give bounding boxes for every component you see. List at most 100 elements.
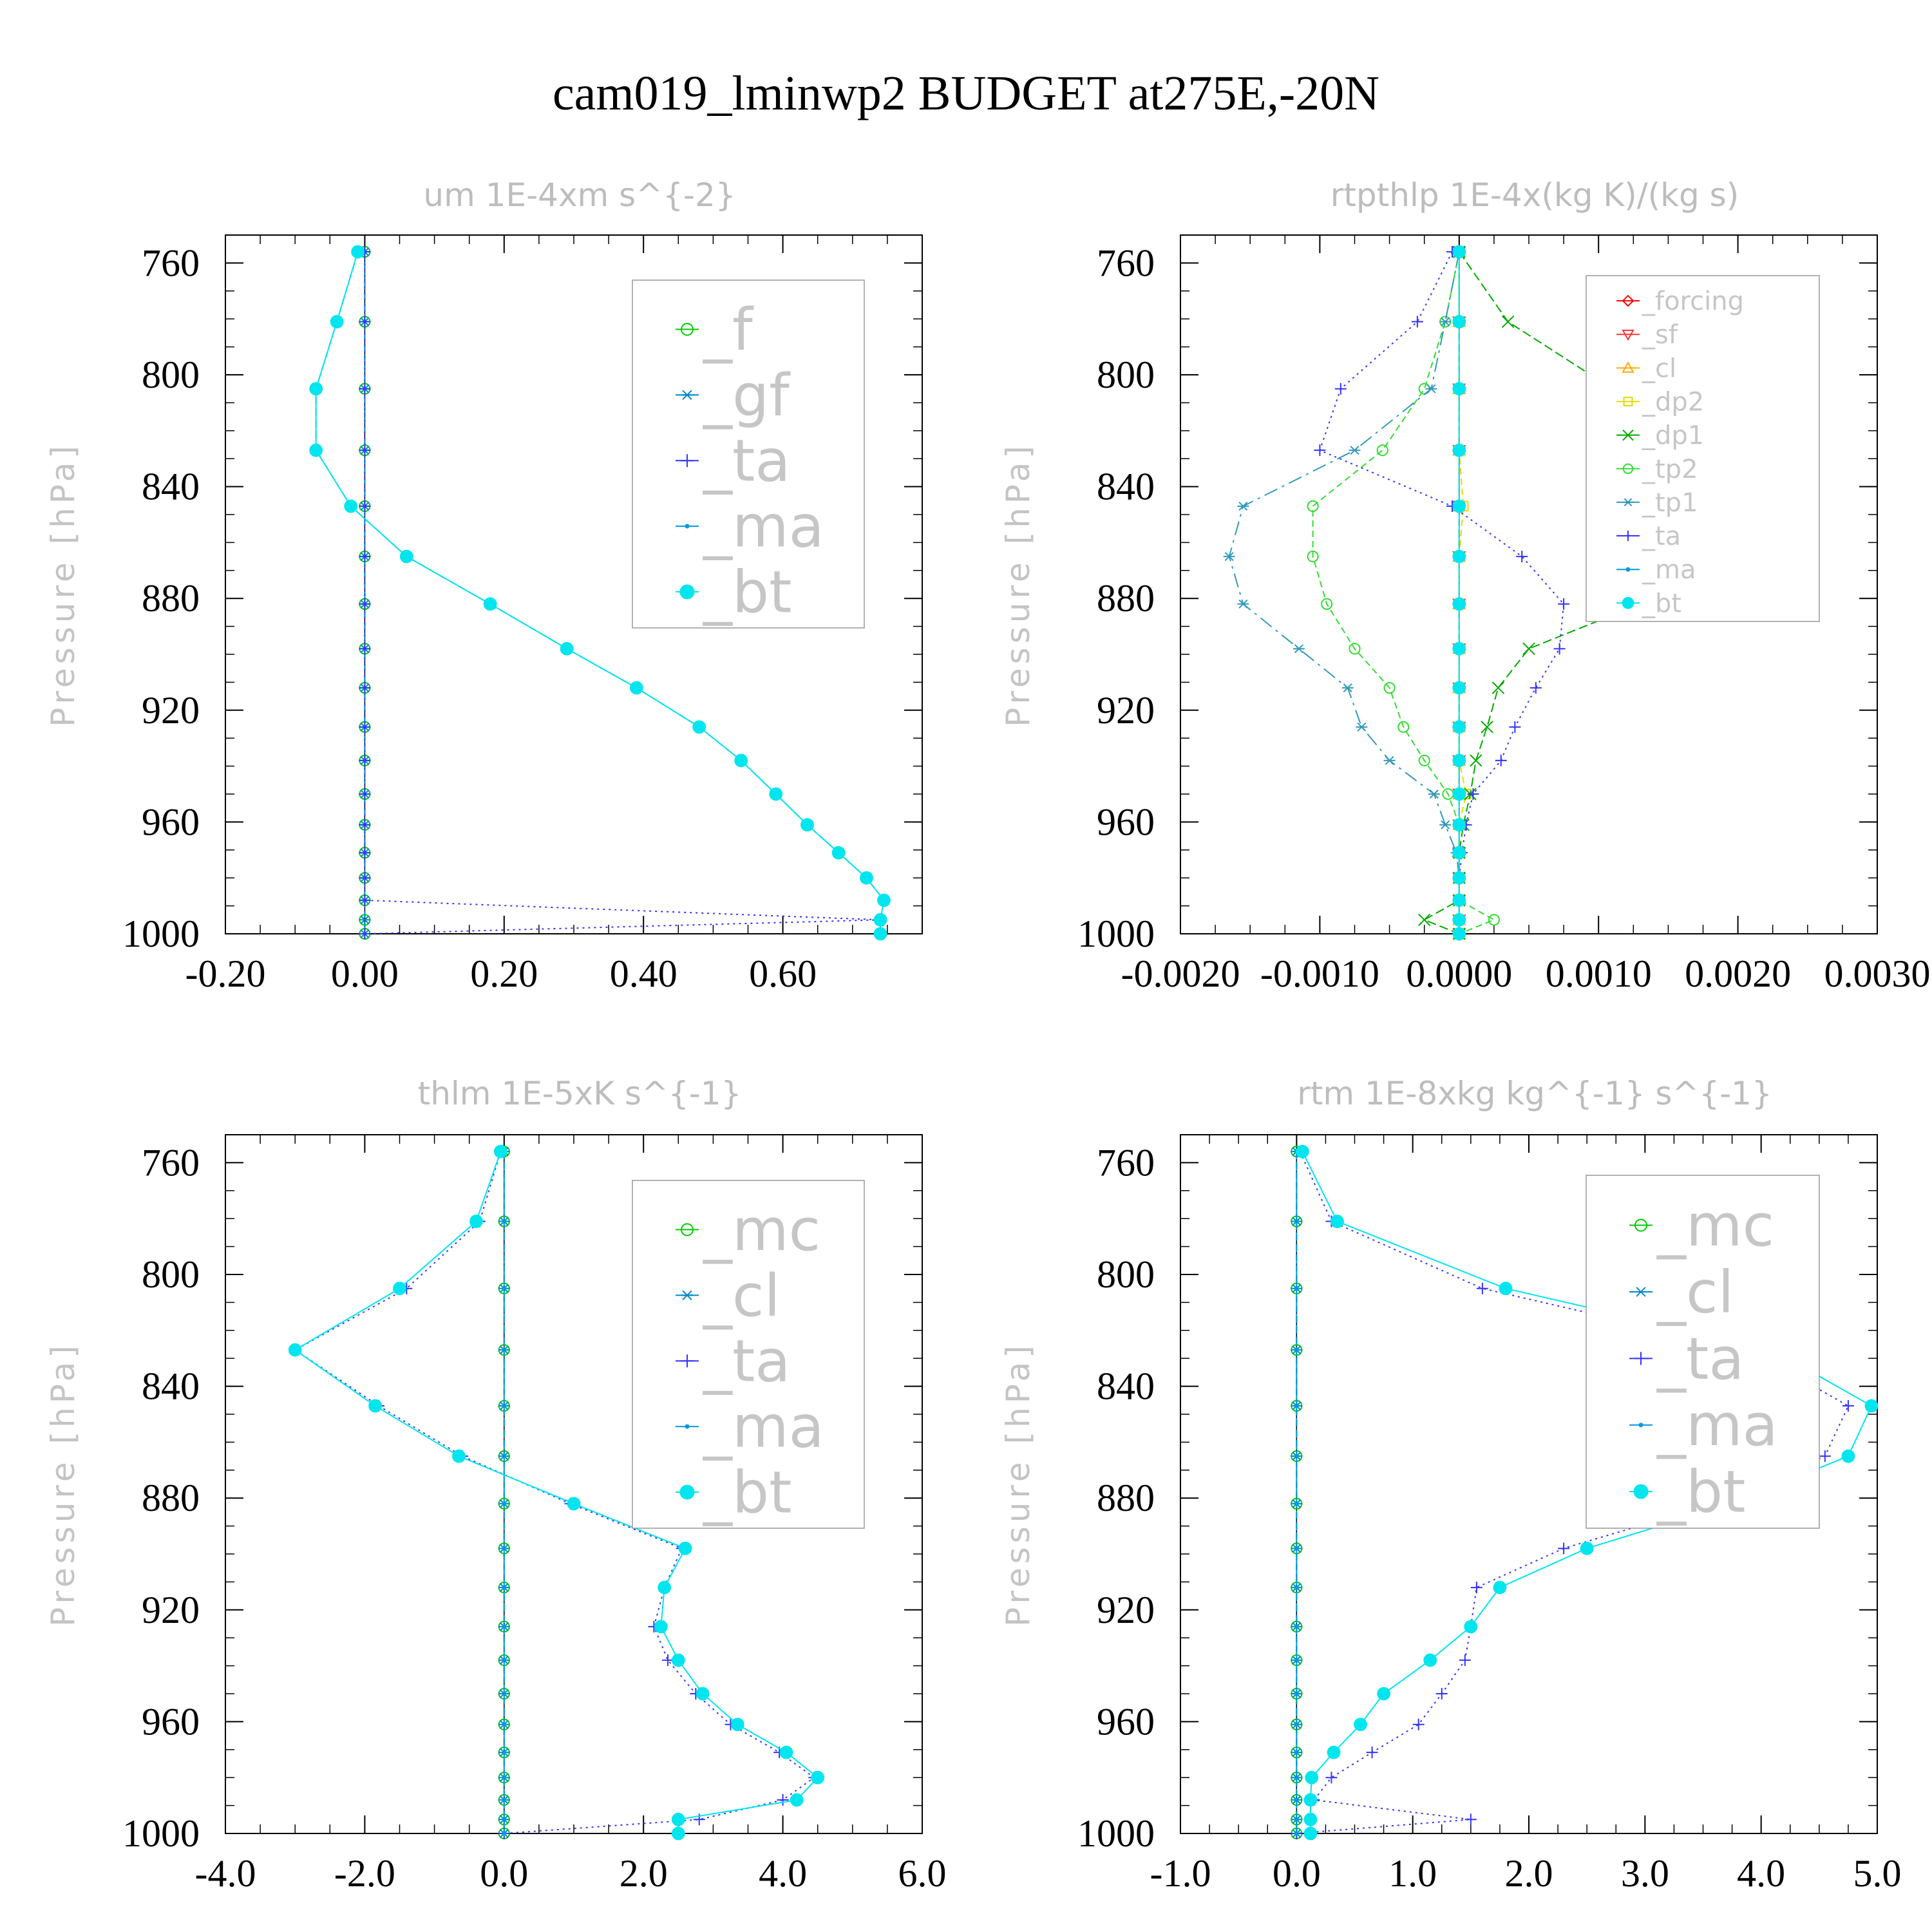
- filled-circle-marker: [1452, 499, 1466, 513]
- dot-marker: [1294, 1691, 1299, 1696]
- filled-circle-marker: [309, 382, 323, 396]
- dot-marker: [1294, 1347, 1299, 1352]
- plus-marker: [1558, 1542, 1570, 1555]
- x-tick-label: 5.0: [1853, 1852, 1902, 1895]
- legend-label: _ta: [703, 428, 790, 495]
- dot-marker: [502, 1722, 507, 1727]
- dot-marker: [502, 1286, 507, 1291]
- dot-marker: [502, 1501, 507, 1506]
- y-tick-label: 800: [1097, 354, 1155, 396]
- plus-marker: [681, 454, 694, 468]
- filled-circle-marker: [671, 1826, 685, 1841]
- dot-marker: [502, 1219, 507, 1224]
- legend-label: _cl: [1642, 354, 1676, 383]
- legend-box: [632, 1180, 865, 1529]
- square-marker: [1623, 397, 1633, 406]
- dot-marker: [1294, 1797, 1299, 1803]
- filled-circle-marker: [1452, 641, 1466, 656]
- plus-marker: [359, 872, 371, 884]
- series-line: [1312, 251, 1496, 934]
- plus-marker: [1530, 682, 1542, 694]
- x-tick-label: 4.0: [759, 1852, 807, 1895]
- circle-marker: [1418, 754, 1430, 767]
- x-tick-label: -4.0: [195, 1852, 256, 1895]
- filled-circle-marker: [860, 871, 873, 885]
- x-tick-label: 2.0: [1505, 1852, 1553, 1895]
- dot-marker: [1638, 1423, 1643, 1428]
- dot-marker: [1294, 1219, 1299, 1224]
- panel-title: um 1E-4xm s^{-2}: [423, 176, 735, 214]
- dot-marker: [685, 524, 690, 529]
- star-marker: [681, 390, 694, 401]
- dot-marker: [502, 1546, 507, 1551]
- plus-marker: [1634, 1352, 1647, 1365]
- x-marker: [1481, 721, 1493, 734]
- filled-circle-marker: [671, 1812, 685, 1826]
- filled-circle-marker: [469, 1215, 483, 1228]
- filled-circle-marker: [679, 1484, 695, 1500]
- filled-circle-marker: [1452, 245, 1466, 259]
- legend-label: _ma: [1656, 1392, 1778, 1459]
- panel-title: thlm 1E-5xK s^{-1}: [418, 1075, 742, 1112]
- filled-circle-marker: [1452, 443, 1466, 457]
- dot-marker: [1294, 1817, 1299, 1822]
- filled-circle-marker: [483, 597, 497, 611]
- circle-marker: [1383, 681, 1396, 694]
- star-marker: [1341, 683, 1354, 693]
- plus-marker: [1470, 1582, 1482, 1594]
- star-marker: [1349, 446, 1361, 455]
- plus-marker: [359, 383, 371, 395]
- star-marker: [359, 915, 371, 925]
- legend-label: _forcing: [1642, 287, 1744, 316]
- legend-label: _cl: [1656, 1258, 1734, 1326]
- legend-label: _bt: [1642, 589, 1681, 618]
- dot-marker: [1625, 567, 1631, 572]
- legend-label: _bt: [703, 558, 791, 626]
- dot-marker: [502, 1817, 507, 1822]
- y-tick-label: 1000: [1077, 913, 1155, 955]
- x-tick-label: -2.0: [334, 1852, 395, 1895]
- filled-circle-marker: [831, 846, 846, 860]
- filled-circle-marker: [873, 927, 887, 941]
- plus-marker: [1558, 598, 1570, 610]
- filled-circle-marker: [1452, 549, 1466, 564]
- x-tick-label: 4.0: [1737, 1852, 1785, 1895]
- plus-marker: [359, 788, 371, 800]
- legend-box: [632, 279, 865, 629]
- x-tick-label: 2.0: [620, 1852, 668, 1895]
- dot-marker: [1294, 1658, 1299, 1663]
- dot-marker: [502, 1797, 507, 1803]
- filled-circle-marker: [1452, 846, 1466, 860]
- filled-circle-marker: [1295, 1144, 1309, 1159]
- panel-title: rtm 1E-8xkg kg^{-1} s^{-1}: [1297, 1075, 1772, 1112]
- circle-marker: [1349, 643, 1361, 655]
- filled-circle-marker: [730, 1718, 744, 1732]
- plus-marker: [359, 682, 371, 694]
- x-tick-label: 0.0030: [1824, 952, 1931, 995]
- filled-circle-marker: [1303, 1812, 1318, 1826]
- y-tick-label: 880: [142, 577, 200, 620]
- filled-circle-marker: [1580, 1541, 1594, 1555]
- plus-marker: [359, 894, 371, 906]
- x-tick-label: -0.0020: [1121, 952, 1240, 995]
- legend-label: _tp1: [1642, 488, 1698, 518]
- plus-marker: [1819, 1450, 1831, 1463]
- legend-label: _bt: [703, 1459, 791, 1526]
- x-tick-label: 3.0: [1621, 1852, 1669, 1895]
- legend-label: _ta: [1642, 522, 1681, 551]
- filled-circle-marker: [1452, 871, 1466, 885]
- dot-marker: [1294, 1722, 1299, 1727]
- y-tick-label: 880: [142, 1477, 200, 1519]
- plus-marker: [1464, 1814, 1477, 1826]
- legend-label: _tp2: [1642, 455, 1698, 484]
- y-tick-label: 800: [142, 1253, 200, 1296]
- figure-title: cam019_lminwp2 BUDGET at275E,-20N: [553, 66, 1379, 120]
- star-marker: [1634, 1287, 1647, 1297]
- dot-marker: [1294, 1454, 1299, 1459]
- chart-panel-3: thlm 1E-5xK s^{-1} Pressure [hPa] 760 800 84…: [44, 1075, 947, 1895]
- filled-circle-marker: [1452, 315, 1466, 328]
- circle-marker: [1307, 551, 1319, 563]
- legend-label: _ta: [703, 1328, 790, 1396]
- y-tick-label: 800: [142, 354, 200, 396]
- star-marker: [681, 1290, 694, 1301]
